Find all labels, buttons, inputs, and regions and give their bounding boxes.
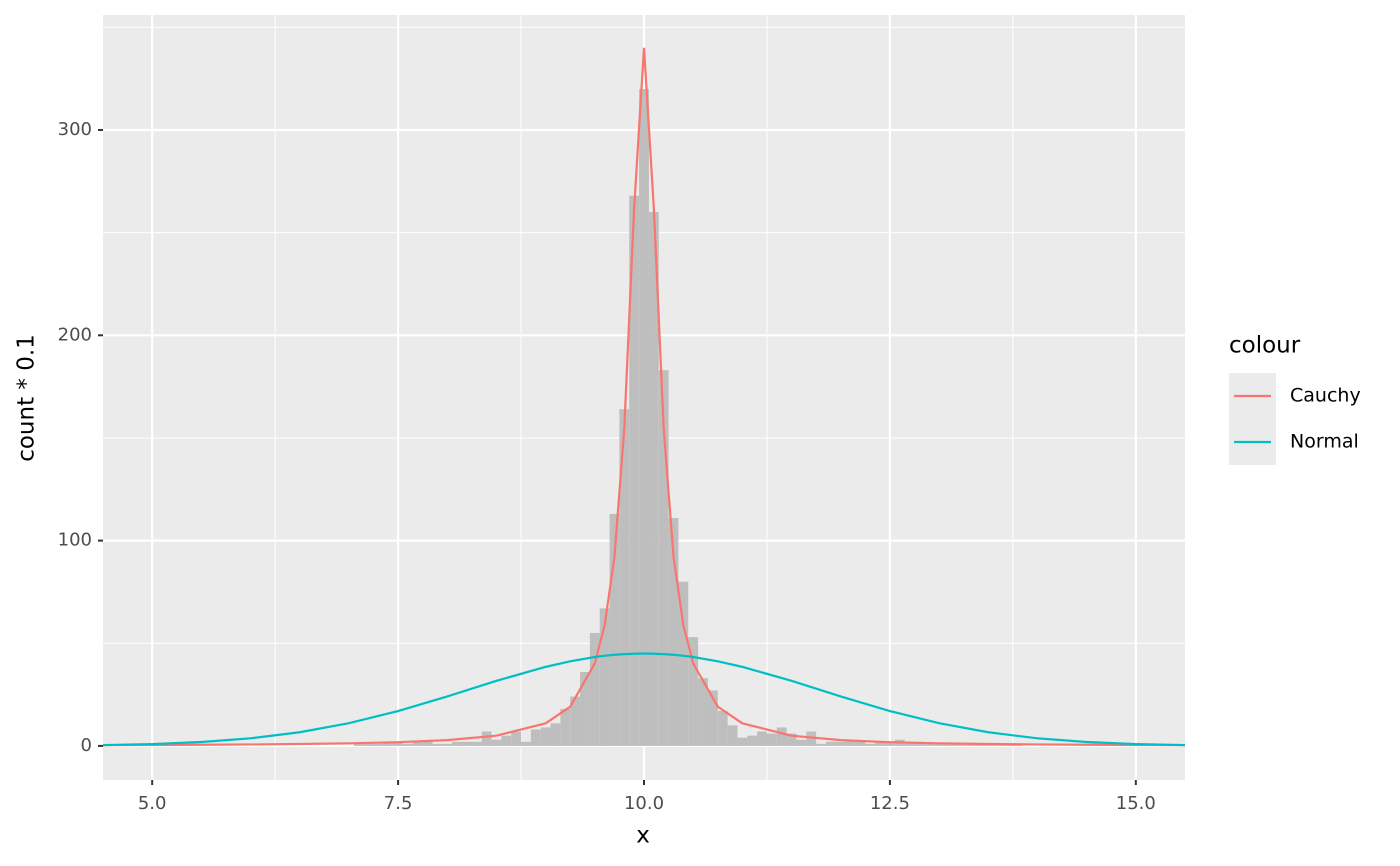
histogram-bar bbox=[953, 743, 964, 746]
histogram-bar bbox=[471, 741, 482, 746]
histogram-bar bbox=[629, 195, 640, 746]
axes: 5.0 7.5 10.0 12.5 15.0 0 100 200 300 bbox=[58, 119, 1156, 814]
histogram-bar bbox=[884, 741, 895, 746]
histogram-bar bbox=[806, 731, 817, 746]
x-tick-label: 12.5 bbox=[870, 793, 910, 814]
lines bbox=[102, 47, 1186, 747]
histogram-bar bbox=[825, 741, 836, 746]
histogram-bar bbox=[934, 743, 945, 746]
histogram-bar bbox=[737, 737, 748, 746]
histogram-bar bbox=[816, 743, 826, 746]
histogram-bar bbox=[550, 723, 561, 746]
histogram-bar bbox=[403, 743, 413, 746]
y-tick-label: 200 bbox=[58, 324, 92, 345]
histogram-bar bbox=[501, 735, 512, 746]
histogram-bar bbox=[383, 741, 394, 746]
histogram-bar bbox=[540, 727, 551, 746]
y-tick-label: 300 bbox=[58, 119, 92, 140]
histogram-bar bbox=[747, 735, 758, 746]
histogram-bar bbox=[589, 632, 600, 746]
bars bbox=[353, 88, 1023, 746]
histogram-bar bbox=[442, 743, 453, 746]
histogram-bar bbox=[560, 708, 571, 746]
histogram-bar bbox=[658, 370, 669, 746]
histogram-bar bbox=[412, 741, 423, 746]
histogram-bar bbox=[865, 743, 876, 746]
histogram-bar bbox=[373, 743, 384, 746]
legend-label: Normal bbox=[1290, 431, 1359, 453]
histogram-bar bbox=[766, 733, 777, 746]
histogram-bar bbox=[422, 741, 433, 746]
density-line bbox=[102, 652, 1186, 747]
histogram-bar bbox=[511, 731, 522, 746]
legend-title: colour bbox=[1229, 333, 1301, 359]
y-tick-label: 100 bbox=[58, 530, 92, 551]
histogram-bar bbox=[462, 741, 472, 746]
histogram-bar bbox=[707, 690, 718, 746]
histogram-bar bbox=[521, 741, 531, 746]
histogram-bar bbox=[678, 581, 689, 746]
histogram-bar bbox=[570, 696, 581, 746]
histogram-bar bbox=[609, 513, 620, 746]
histogram-bar bbox=[639, 88, 649, 746]
x-tick-label: 15.0 bbox=[1116, 793, 1156, 814]
histogram-bar bbox=[599, 608, 610, 746]
histogram-bar bbox=[363, 743, 374, 746]
histogram-bar bbox=[619, 409, 630, 746]
histogram-bar bbox=[796, 739, 807, 746]
histogram-bar bbox=[491, 739, 502, 746]
histogram-bar bbox=[944, 743, 954, 746]
x-tick-label: 10.0 bbox=[624, 793, 664, 814]
histogram-bar bbox=[875, 741, 885, 746]
histogram-bar bbox=[393, 741, 404, 746]
histogram-bar bbox=[688, 637, 699, 746]
legend: Cauchy Normal bbox=[1229, 373, 1361, 465]
histogram-bar bbox=[530, 729, 541, 746]
x-tick-label: 7.5 bbox=[384, 793, 413, 814]
histogram-bar bbox=[757, 731, 767, 746]
histogram-bar bbox=[648, 212, 659, 746]
histogram-bar bbox=[698, 678, 708, 746]
legend-label: Cauchy bbox=[1290, 385, 1361, 407]
histogram-bar bbox=[717, 711, 728, 746]
x-tick-label: 5.0 bbox=[138, 793, 167, 814]
histogram-bar bbox=[452, 741, 463, 746]
histogram-bar bbox=[963, 743, 974, 746]
density-line bbox=[102, 47, 1186, 747]
histogram-bar bbox=[904, 741, 915, 746]
histogram-bar bbox=[835, 741, 846, 746]
histogram-bar bbox=[776, 727, 787, 746]
histogram-bar bbox=[668, 518, 679, 746]
histogram-bar bbox=[855, 741, 866, 746]
histogram-bar bbox=[727, 725, 738, 746]
histogram-bar bbox=[481, 731, 492, 746]
y-axis-title: count * 0.1 bbox=[14, 334, 40, 462]
histogram-bar bbox=[786, 733, 797, 746]
histogram-bar bbox=[845, 739, 856, 746]
histogram-bar bbox=[432, 743, 443, 746]
y-tick-label: 0 bbox=[81, 735, 92, 756]
histogram-bar bbox=[353, 743, 364, 746]
histogram-bar bbox=[924, 743, 935, 746]
histogram-bar bbox=[580, 672, 590, 746]
x-axis-title: x bbox=[636, 823, 650, 849]
